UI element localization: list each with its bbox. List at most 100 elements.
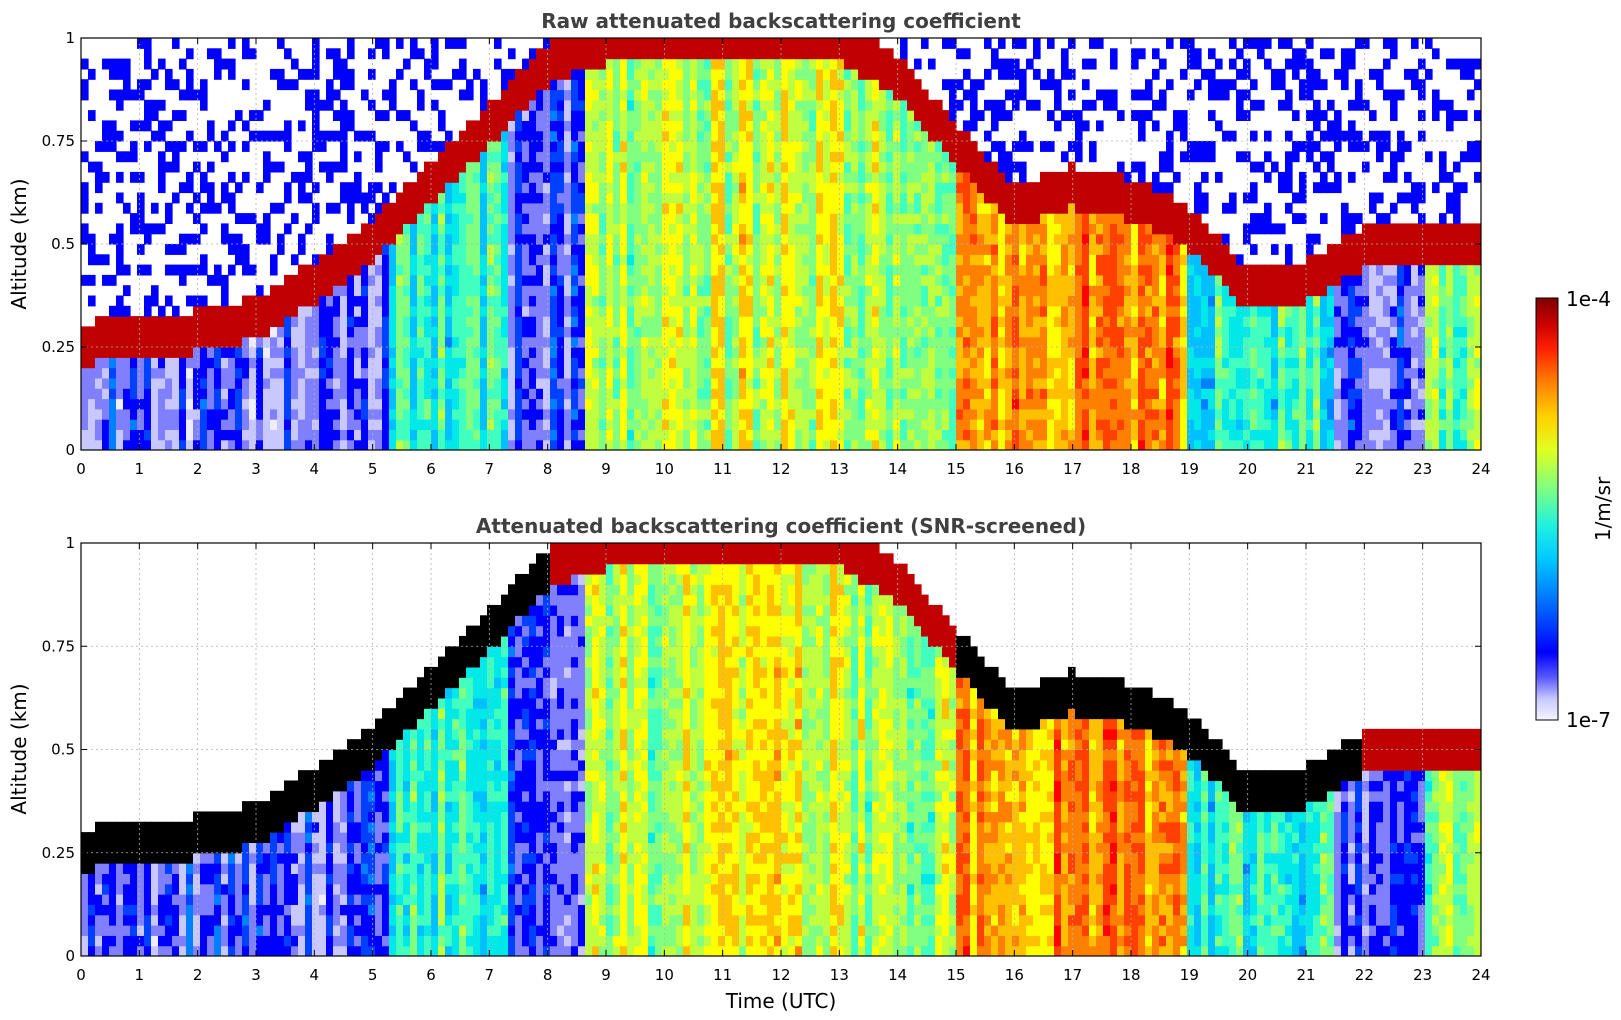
panel-raw-heat-cell — [823, 336, 831, 348]
panel-raw-heat-cell — [193, 233, 201, 245]
panel-raw-heat-cell — [200, 419, 208, 430]
panel-raw-heat-cell — [928, 398, 936, 410]
panel-raw-heat-cell — [725, 151, 733, 163]
panel-raw-heat-cell — [312, 439, 320, 450]
panel-raw-heat-cell — [396, 336, 404, 348]
panel-raw-heat-cell — [165, 120, 173, 132]
panel-raw-heat-cell — [844, 141, 852, 152]
panel-raw-heat-cell — [263, 316, 271, 327]
panel-raw-heat-cell — [123, 151, 131, 163]
panel-raw-heat-cell — [613, 244, 621, 255]
panel-raw-heat-cell — [522, 274, 530, 286]
panel-raw-heat-cell — [368, 233, 376, 245]
panel-raw-heat-cell — [396, 223, 404, 235]
panel-raw-heat-cell — [277, 161, 285, 173]
panel-raw-heat-cell — [242, 419, 250, 430]
panel-raw-heat-cell — [137, 439, 145, 450]
panel-raw-heat-cell — [480, 141, 488, 152]
panel-raw-heat-cell — [767, 58, 775, 70]
panel-raw-heat-cell — [620, 99, 628, 111]
panel-raw-heat-cell — [928, 295, 936, 307]
panel-raw-heat-cell — [312, 419, 320, 430]
panel-raw-heat-cell — [851, 398, 859, 410]
panel-raw-heat-cell — [417, 439, 425, 450]
panel-raw-heat-cell — [998, 367, 1006, 379]
panel-raw-heat-cell — [676, 110, 684, 121]
panel-raw-heat-cell — [536, 213, 544, 224]
panel-raw-heat-cell — [417, 347, 425, 358]
panel-raw-heat-cell — [746, 233, 754, 245]
panel-raw-heat-cell — [942, 439, 950, 450]
panel-raw-heat-cell — [543, 429, 551, 441]
panel-raw-heat-cell — [116, 347, 124, 358]
panel-raw-heat-cell — [851, 223, 859, 235]
panel-raw-heat-cell — [172, 151, 180, 163]
panel-raw-heat-cell — [795, 285, 803, 297]
panel-raw-heat-cell — [1103, 285, 1111, 297]
panel-raw-heat-cell — [137, 398, 145, 410]
panel-raw-heat-cell — [410, 377, 418, 389]
panel-raw-heat-cell — [998, 151, 1006, 163]
panel-raw-heat-cell — [865, 367, 873, 379]
panel-raw-heat-cell — [690, 244, 698, 255]
panel-raw-heat-cell — [627, 99, 635, 111]
panel-raw-heat-cell — [1117, 233, 1125, 245]
panel-raw-heat-cell — [151, 357, 159, 369]
panel-raw-heat-cell — [564, 171, 572, 183]
panel-raw-heat-cell — [508, 192, 516, 204]
panel-raw-heat-cell — [1075, 398, 1083, 410]
panel-raw-heat-cell — [438, 274, 446, 286]
panel-raw-heat-cell — [655, 223, 663, 235]
panel-raw-heat-cell — [837, 213, 845, 224]
panel-raw-heat-cell — [935, 357, 943, 369]
panel-raw-heat-cell — [921, 141, 929, 152]
panel-raw-heat-cell — [452, 408, 460, 420]
panel-raw-heat-cell — [781, 398, 789, 410]
panel-raw-heat-cell — [627, 89, 635, 101]
panel-raw-heat-cell — [263, 171, 271, 183]
panel-raw-heat-cell — [907, 316, 915, 327]
panel-raw-heat-cell — [781, 58, 789, 70]
panel-raw-heat-cell — [732, 161, 740, 173]
panel-raw-heat-cell — [732, 233, 740, 245]
panel-raw-heat-cell — [648, 110, 656, 121]
panel-raw-heat-cell — [270, 326, 278, 338]
panel-raw-heat-cell — [872, 192, 880, 204]
panel-raw-heat-cell — [900, 429, 908, 441]
panel-raw-heat-cell — [774, 223, 782, 235]
panel-raw-heat-cell — [417, 388, 425, 400]
panel-raw-heat-cell — [690, 439, 698, 450]
panel-raw-heat-cell — [151, 367, 159, 379]
panel-raw-heat-cell — [991, 429, 999, 441]
panel-raw-heat-cell — [858, 171, 866, 183]
panel-raw-heat-cell — [823, 38, 831, 49]
panel-raw-heat-cell — [578, 367, 586, 379]
panel-raw-heat-cell — [893, 295, 901, 307]
panel-raw-heat-cell — [585, 439, 593, 450]
panel-raw-heat-cell — [291, 274, 299, 286]
panel-raw-heat-cell — [452, 223, 460, 235]
panel-raw-heat-cell — [270, 408, 278, 420]
panel-raw-heat-cell — [172, 79, 180, 91]
panel-raw-heat-cell — [249, 213, 257, 224]
panel-raw-heat-cell — [914, 439, 922, 450]
panel-raw-heat-cell — [928, 326, 936, 338]
panel-raw-heat-cell — [1047, 377, 1055, 389]
panel-raw-heat-cell — [879, 408, 887, 420]
panel-raw-heat-cell — [592, 171, 600, 183]
panel-raw-heat-cell — [886, 285, 894, 297]
panel-raw-heat-cell — [998, 326, 1006, 338]
panel-raw-heat-cell — [277, 336, 285, 348]
panel-raw-heat-cell — [1075, 295, 1083, 307]
panel-raw-heat-cell — [942, 347, 950, 358]
panel-raw-heat-cell — [1138, 213, 1146, 224]
panel-raw-heat-cell — [508, 244, 516, 255]
panel-raw-heat-cell — [718, 171, 726, 183]
panel-raw-heat-cell — [676, 213, 684, 224]
panel-raw-heat-cell — [1033, 305, 1041, 317]
panel-raw-heat-cell — [256, 347, 264, 358]
panel-raw-heat-cell — [228, 192, 236, 204]
panel-raw-heat-cell — [410, 408, 418, 420]
panel-raw-heat-cell — [410, 336, 418, 348]
panel-raw-heat-cell — [410, 305, 418, 317]
